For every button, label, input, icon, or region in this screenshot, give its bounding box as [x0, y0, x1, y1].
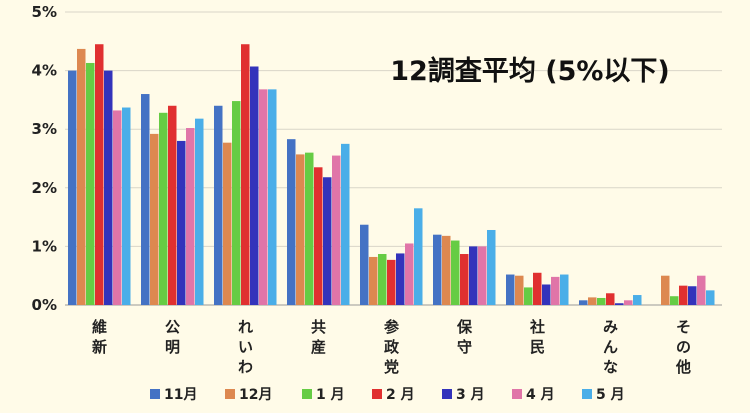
x-category-label: 保守 [456, 318, 473, 356]
legend-label: 5 月 [596, 387, 625, 403]
bar [95, 44, 104, 305]
bar [186, 128, 195, 305]
y-axis: 0% 1% 2% 3% 4% 5% [32, 3, 57, 314]
bar [633, 295, 642, 305]
bar [259, 89, 268, 306]
bar [268, 89, 277, 306]
x-axis: 維新 公明 れいわ 共産 参政党 保守 社民 みんな その他 [92, 318, 691, 376]
bar [688, 286, 697, 305]
bar [405, 243, 414, 305]
legend-swatch [150, 389, 160, 399]
bar [360, 224, 369, 305]
bar [287, 139, 296, 305]
legend-swatch [302, 389, 312, 399]
legend: 11月 12月 1 月 2 月 3 月 4 月 5 月 [150, 387, 625, 403]
x-category-label: 公明 [165, 318, 180, 356]
bar [332, 155, 341, 305]
bar [177, 140, 186, 305]
legend-swatch [372, 389, 382, 399]
bar [387, 259, 396, 305]
bar [487, 229, 496, 305]
bar [232, 101, 241, 306]
bar [433, 234, 442, 305]
bar [679, 285, 688, 305]
x-category-label: れいわ [238, 318, 253, 376]
bar [515, 275, 524, 305]
bar [214, 105, 223, 305]
bar [597, 297, 606, 305]
bar [661, 275, 670, 305]
bar [369, 256, 378, 305]
bar [606, 293, 615, 305]
legend-label: 3 月 [456, 387, 485, 403]
bar [624, 300, 633, 305]
bar [706, 290, 715, 305]
x-category-label: その他 [675, 318, 691, 376]
bar [670, 296, 679, 305]
legend-swatch [225, 389, 235, 399]
bar [341, 143, 350, 305]
y-tick-label: 4% [32, 62, 57, 80]
chart-title: 12調査平均 (5%以下) [390, 55, 670, 87]
bar [159, 112, 168, 306]
bar [296, 154, 305, 305]
x-category-label: 維新 [92, 318, 107, 356]
y-tick-label: 3% [32, 120, 57, 138]
y-tick-label: 5% [32, 3, 57, 21]
legend-label: 2 月 [386, 387, 415, 403]
legend-label: 4 月 [526, 387, 555, 403]
bar [697, 275, 706, 305]
bar [86, 62, 95, 306]
bar [150, 133, 159, 305]
bar [442, 235, 451, 305]
bars [68, 44, 715, 306]
bar [223, 142, 232, 305]
bar [542, 284, 551, 305]
bar [460, 254, 469, 305]
bar [579, 300, 588, 305]
bar [524, 287, 533, 305]
bar [314, 167, 323, 305]
bar [104, 70, 113, 305]
legend-label: 12月 [239, 387, 272, 403]
bar [478, 246, 487, 305]
bar [551, 276, 560, 305]
bar [141, 94, 150, 305]
legend-label: 11月 [164, 387, 197, 403]
bar [113, 110, 122, 305]
bar [506, 274, 515, 305]
legend-swatch [582, 389, 592, 399]
y-tick-label: 2% [32, 179, 57, 197]
x-category-label: 参政党 [384, 318, 400, 376]
bar [451, 240, 460, 305]
bar [533, 272, 542, 305]
bar [305, 152, 314, 305]
y-tick-label: 0% [32, 296, 57, 314]
bar [378, 254, 387, 305]
y-tick-label: 1% [32, 237, 57, 255]
bar [168, 105, 177, 305]
legend-label: 1 月 [316, 387, 345, 403]
bar [469, 246, 478, 305]
bar [195, 118, 204, 305]
bar [396, 253, 405, 305]
bar [615, 303, 624, 305]
bar [68, 70, 77, 305]
bar [588, 297, 597, 305]
bar [560, 274, 569, 305]
bar [414, 208, 423, 305]
x-category-label: 共産 [311, 318, 326, 356]
x-category-label: みんな [603, 318, 618, 376]
bar [250, 66, 259, 305]
legend-swatch [512, 389, 522, 399]
bar [241, 44, 250, 305]
x-category-label: 社民 [529, 318, 545, 356]
bar [122, 107, 131, 305]
bar [323, 177, 332, 305]
legend-swatch [442, 389, 452, 399]
bar [77, 48, 86, 305]
